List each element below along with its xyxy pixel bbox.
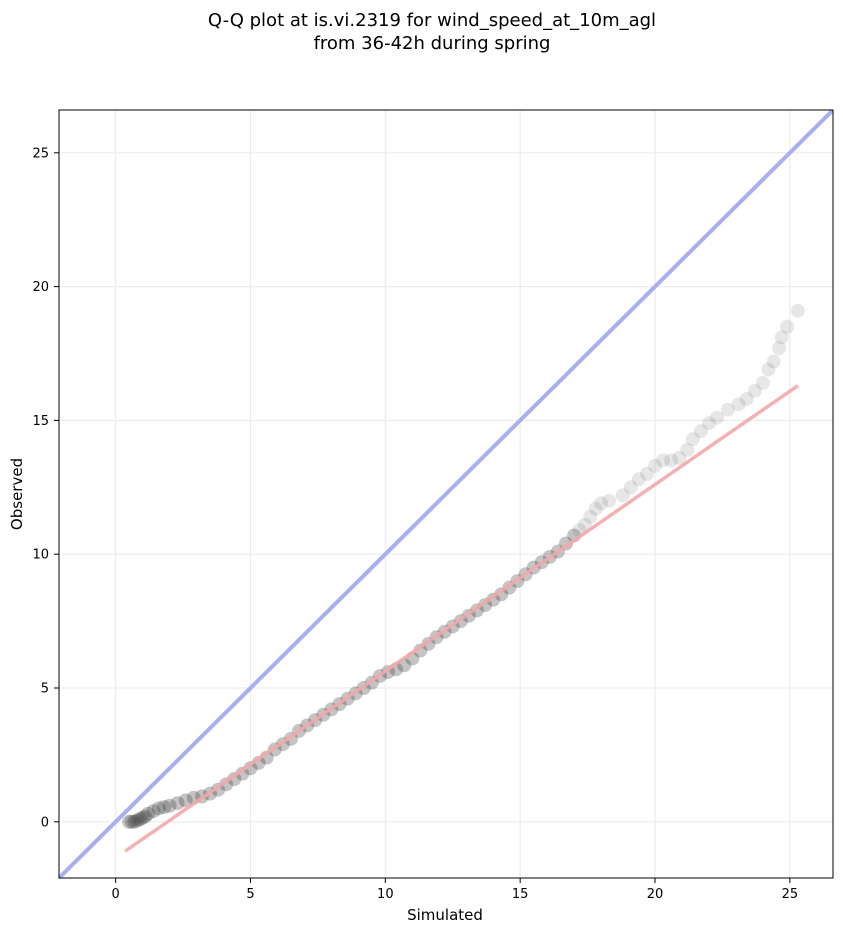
qq-point: [583, 509, 598, 524]
qq-point: [413, 643, 428, 658]
qq-point: [494, 587, 509, 602]
qq-point: [235, 766, 250, 781]
qq-point: [623, 480, 638, 495]
qq-point: [664, 453, 679, 468]
y-tick-label: 0: [41, 815, 49, 830]
reference-line-layer: [59, 110, 833, 878]
qq-point: [615, 488, 630, 503]
grid-lines: [59, 110, 833, 878]
qq-point: [602, 493, 617, 508]
qq-point: [790, 303, 805, 318]
qq-point: [135, 810, 150, 825]
chart-title: Q-Q plot at is.vi.2319 for wind_speed_at…: [208, 10, 656, 31]
qq-point: [162, 798, 177, 813]
y-tick-label: 5: [41, 682, 49, 697]
qq-point: [772, 341, 787, 356]
qq-point: [680, 442, 695, 457]
qq-point: [693, 424, 708, 439]
x-axis-label: Simulated: [407, 906, 483, 924]
qq-point: [780, 319, 795, 334]
qq-point: [739, 392, 754, 407]
qq-point: [146, 804, 161, 819]
qq-point: [720, 402, 735, 417]
qq-point: [774, 330, 789, 345]
identity-reference-line: [59, 110, 833, 878]
qq-point: [639, 466, 654, 481]
plot-frame: [58, 109, 834, 879]
y-tick-label: 10: [32, 548, 49, 563]
fit-line-layer: [124, 384, 799, 853]
qq-point: [157, 800, 172, 815]
qq-point: [170, 796, 185, 811]
x-axis-ticks: 0 5 10 15 20 25: [111, 878, 798, 902]
y-tick-label: 25: [32, 146, 49, 161]
qq-point: [656, 453, 671, 468]
qq-point: [766, 354, 781, 369]
qq-point: [731, 397, 746, 412]
qq-point: [140, 806, 155, 821]
x-tick-label: 10: [377, 887, 394, 902]
y-axis-label: Observed: [8, 458, 26, 530]
qq-point: [178, 793, 193, 808]
qq-point: [138, 809, 153, 824]
qq-point: [124, 814, 139, 829]
chart-subtitle: from 36-42h during spring: [314, 33, 551, 54]
points-layer: [122, 303, 805, 829]
qq-point: [594, 496, 609, 511]
qq-point: [631, 472, 646, 487]
qq-point: [151, 801, 166, 816]
x-tick-label: 20: [647, 887, 664, 902]
qq-point: [747, 383, 762, 398]
qq-point: [755, 375, 770, 390]
qq-point: [130, 813, 145, 828]
qq-point: [227, 771, 242, 786]
qq-point: [701, 416, 716, 431]
x-tick-label: 0: [111, 887, 119, 902]
qq-point: [710, 410, 725, 425]
y-tick-label: 15: [32, 414, 49, 429]
qq-point: [127, 814, 142, 829]
qq-point: [577, 517, 592, 532]
x-tick-label: 15: [512, 887, 529, 902]
qq-point: [761, 362, 776, 377]
qq-point: [132, 812, 147, 827]
qq-point: [648, 458, 663, 473]
x-tick-label: 5: [246, 887, 254, 902]
qq-point: [685, 432, 700, 447]
y-tick-label: 20: [32, 280, 49, 295]
y-axis-ticks: 0 5 10 15 20 25: [32, 146, 59, 830]
x-tick-label: 25: [782, 887, 799, 902]
qq-point: [672, 450, 687, 465]
qq-point: [588, 501, 603, 516]
qq-point: [122, 814, 137, 829]
fit-line: [124, 384, 799, 853]
